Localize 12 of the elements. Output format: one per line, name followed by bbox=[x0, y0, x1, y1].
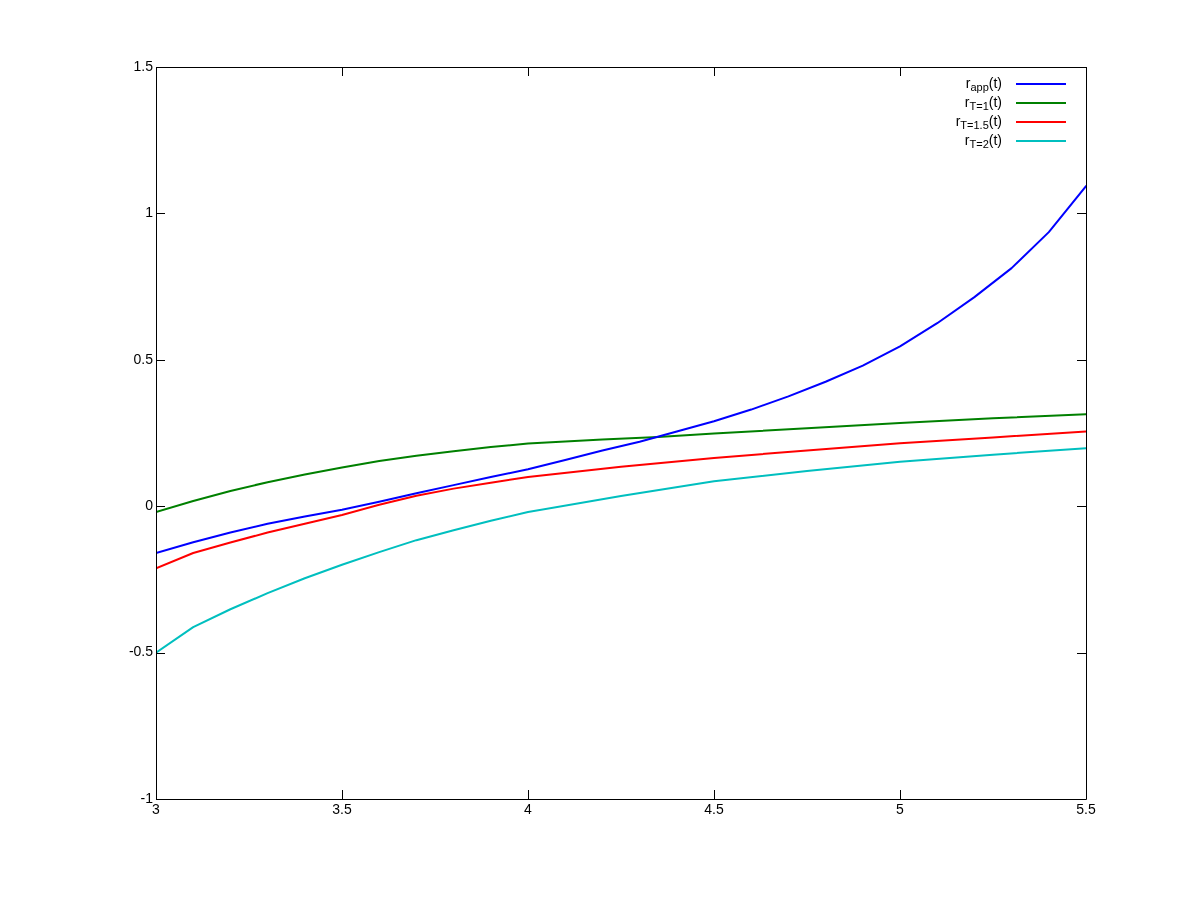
x-tick-label: 4 bbox=[524, 801, 533, 818]
x-tick-label: 5.5 bbox=[1076, 801, 1096, 818]
x-tick-label: 5 bbox=[896, 801, 905, 818]
y-tick-label: -1 bbox=[140, 789, 154, 806]
x-tick-label: 3 bbox=[152, 801, 161, 818]
x-tick-label: 3.5 bbox=[332, 801, 352, 818]
y-tick-label: 1.5 bbox=[133, 57, 154, 74]
y-tick-label: 0 bbox=[145, 497, 154, 514]
y-tick-label: 0.5 bbox=[133, 350, 154, 367]
x-tick-label: 4.5 bbox=[704, 801, 724, 818]
y-tick-label: 1 bbox=[145, 204, 154, 221]
y-tick-label: -0.5 bbox=[128, 643, 154, 660]
